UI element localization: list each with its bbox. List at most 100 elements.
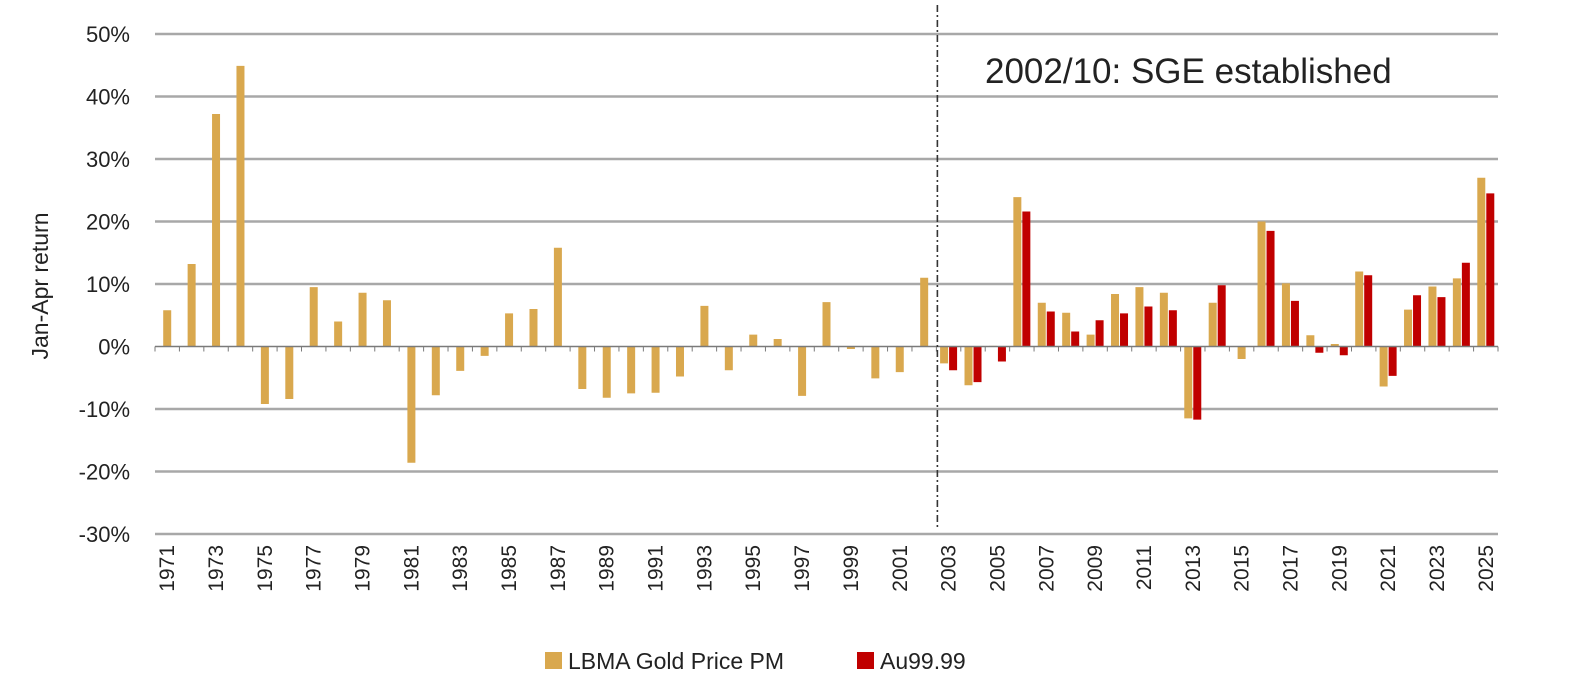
x-tick-label: 1979 bbox=[352, 545, 375, 592]
y-tick-label: 40% bbox=[86, 85, 130, 110]
bar-lbma-2009 bbox=[1086, 334, 1095, 347]
x-tick-label: 2017 bbox=[1279, 545, 1302, 592]
x-tick-label: 2001 bbox=[889, 545, 912, 592]
bar-lbma-2018 bbox=[1306, 335, 1315, 347]
bar-lbma-1980 bbox=[382, 300, 391, 347]
y-tick-label: 30% bbox=[86, 147, 130, 172]
bar-au9999-2016 bbox=[1266, 230, 1275, 347]
bar-lbma-2000 bbox=[871, 346, 880, 379]
bar-au9999-2006 bbox=[1022, 211, 1031, 347]
sge-annotation: 2002/10: SGE established bbox=[985, 52, 1392, 91]
bar-lbma-2025 bbox=[1477, 177, 1486, 347]
bar-lbma-1973 bbox=[212, 114, 221, 347]
bars bbox=[163, 65, 1495, 463]
bar-lbma-1993 bbox=[700, 305, 709, 347]
bar-lbma-1991 bbox=[651, 346, 660, 393]
bar-lbma-1990 bbox=[627, 346, 636, 394]
bar-lbma-2011 bbox=[1135, 287, 1144, 347]
x-tick-label: 1999 bbox=[840, 545, 863, 592]
bar-lbma-1987 bbox=[553, 247, 562, 347]
legend: LBMA Gold Price PM Au99.99 bbox=[545, 648, 966, 674]
bar-lbma-1998 bbox=[822, 302, 831, 347]
x-tick-label: 2013 bbox=[1182, 545, 1205, 592]
bar-au9999-2017 bbox=[1290, 300, 1299, 347]
bar-lbma-2014 bbox=[1208, 302, 1217, 347]
bar-au9999-2019 bbox=[1339, 346, 1348, 356]
bar-lbma-1981 bbox=[407, 346, 416, 463]
y-tick-label: 0% bbox=[98, 335, 130, 360]
x-tick-label: 1973 bbox=[205, 545, 228, 592]
x-tick-label: 1981 bbox=[400, 545, 423, 592]
bar-au9999-2005 bbox=[997, 346, 1006, 362]
y-tick-label: 10% bbox=[86, 272, 130, 297]
y-axis-title: Jan-Apr return bbox=[27, 212, 53, 359]
bar-au9999-2020 bbox=[1364, 275, 1373, 347]
bar-au9999-2008 bbox=[1071, 331, 1080, 347]
bar-lbma-2001 bbox=[895, 346, 904, 373]
gridlines bbox=[155, 32, 1498, 536]
bar-au9999-2010 bbox=[1120, 313, 1129, 347]
bar-lbma-2024 bbox=[1452, 278, 1461, 347]
bar-lbma-2016 bbox=[1257, 221, 1266, 347]
bar-lbma-2015 bbox=[1237, 346, 1246, 359]
x-tick-label: 1987 bbox=[547, 545, 570, 592]
bar-lbma-1986 bbox=[529, 309, 538, 347]
legend-swatch-lbma bbox=[545, 652, 562, 669]
bar-lbma-1988 bbox=[578, 346, 587, 389]
bar-lbma-1971 bbox=[163, 310, 172, 347]
y-tick-label: -10% bbox=[79, 397, 130, 422]
bar-lbma-2003 bbox=[940, 346, 949, 364]
bar-au9999-2003 bbox=[949, 346, 958, 371]
bar-lbma-1994 bbox=[724, 346, 733, 371]
bar-au9999-2021 bbox=[1388, 346, 1397, 376]
bar-lbma-2010 bbox=[1111, 294, 1120, 347]
bar-lbma-1983 bbox=[456, 346, 465, 371]
bar-au9999-2022 bbox=[1413, 295, 1422, 347]
bar-lbma-2021 bbox=[1379, 346, 1388, 387]
bar-lbma-1978 bbox=[334, 321, 343, 347]
bar-lbma-2019 bbox=[1330, 344, 1339, 347]
x-tick-label: 2025 bbox=[1475, 545, 1498, 592]
legend-swatch-au9999 bbox=[857, 652, 874, 669]
x-tick-label: 1997 bbox=[791, 545, 814, 592]
y-tick-label: 50% bbox=[86, 22, 130, 47]
bar-au9999-2007 bbox=[1046, 311, 1055, 347]
bar-lbma-2008 bbox=[1062, 312, 1071, 347]
y-tick-label: -30% bbox=[79, 522, 130, 547]
bar-au9999-2013 bbox=[1193, 346, 1202, 420]
bar-lbma-2020 bbox=[1355, 271, 1364, 347]
bar-lbma-1972 bbox=[187, 264, 196, 347]
bar-au9999-2025 bbox=[1486, 193, 1495, 347]
bar-lbma-1979 bbox=[358, 292, 367, 347]
bar-lbma-1999 bbox=[846, 346, 855, 349]
bar-lbma-1982 bbox=[431, 346, 440, 396]
x-axis-ticks: 1971 1973 1975 1977 1979 1981 1983 1985 1987 1989… bbox=[156, 545, 1498, 592]
bar-lbma-1975 bbox=[260, 346, 269, 404]
x-tick-label: 1989 bbox=[596, 545, 619, 592]
x-tick-label: 1975 bbox=[254, 545, 277, 592]
bar-lbma-2022 bbox=[1404, 309, 1413, 347]
x-tick-label: 2021 bbox=[1377, 545, 1400, 592]
x-tick-label: 1991 bbox=[645, 545, 668, 592]
bar-lbma-1984 bbox=[480, 346, 489, 356]
bar-lbma-2002 bbox=[920, 277, 929, 347]
x-tick-label: 2005 bbox=[986, 545, 1009, 592]
legend-label-lbma: LBMA Gold Price PM bbox=[568, 648, 784, 674]
bar-au9999-2012 bbox=[1168, 310, 1177, 347]
x-tick-label: 2003 bbox=[938, 545, 961, 592]
y-tick-label: 20% bbox=[86, 210, 130, 235]
x-tick-label: 1977 bbox=[303, 545, 326, 592]
bar-lbma-2013 bbox=[1184, 346, 1193, 419]
bar-lbma-1974 bbox=[236, 65, 245, 347]
x-tick-label: 1993 bbox=[693, 545, 716, 592]
bar-lbma-1977 bbox=[309, 287, 318, 347]
bar-lbma-2012 bbox=[1159, 292, 1168, 347]
bar-lbma-2007 bbox=[1037, 302, 1046, 347]
bar-lbma-1996 bbox=[773, 339, 782, 347]
bar-lbma-1995 bbox=[749, 334, 758, 347]
x-tick-label: 2019 bbox=[1328, 545, 1351, 592]
bar-lbma-1989 bbox=[602, 346, 611, 398]
bar-au9999-2011 bbox=[1144, 306, 1153, 347]
y-axis-ticks: 50% 40% 30% 20% 10% 0% -10% -20% -30% bbox=[79, 22, 130, 547]
